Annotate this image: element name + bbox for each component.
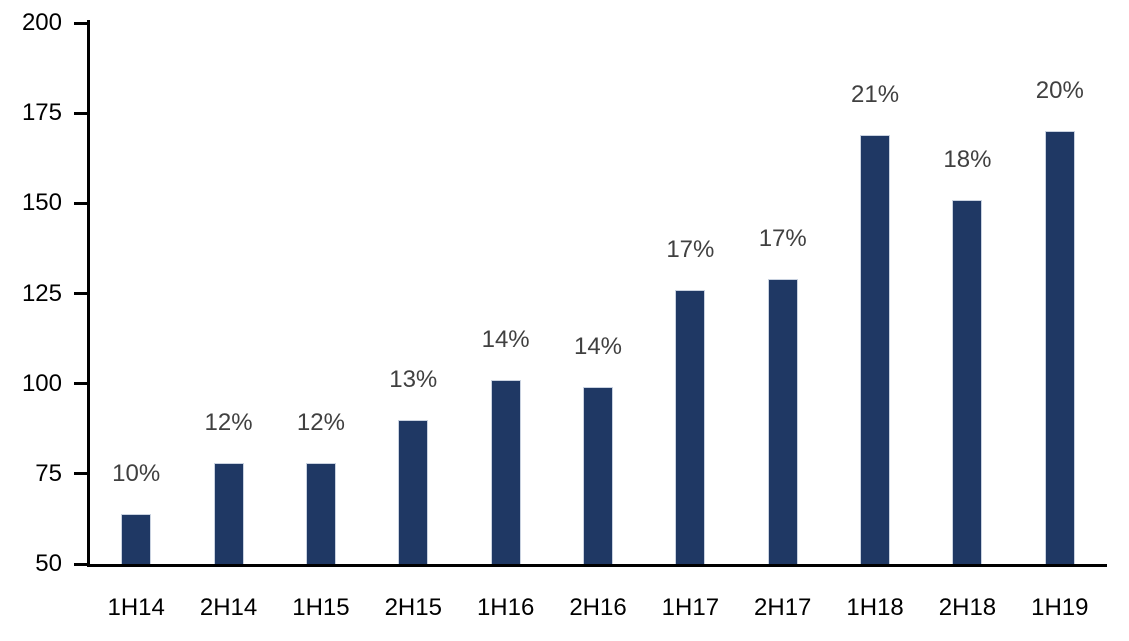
- y-tick-mark: [74, 382, 87, 386]
- x-tick-label: 1H14: [107, 594, 165, 621]
- x-tick-label: 2H15: [384, 594, 442, 621]
- y-tick-mark: [74, 472, 87, 476]
- bar-2H18: [952, 199, 983, 564]
- bar-2H14: [213, 463, 244, 564]
- bar-value-label: 12%: [204, 409, 253, 436]
- bar-1H18: [860, 134, 891, 564]
- x-tick-label: 1H16: [476, 594, 535, 621]
- y-tick-label: 175: [21, 99, 62, 127]
- bar-value-label: 14%: [573, 333, 623, 361]
- bar-value-label: 18%: [943, 145, 992, 173]
- x-tick-label: 2H18: [938, 594, 997, 621]
- bar-1H14: [121, 513, 152, 564]
- bar-2H15: [398, 419, 429, 564]
- bar-1H19: [1044, 131, 1075, 564]
- y-tick-label: 50: [35, 550, 62, 577]
- y-tick-mark: [74, 201, 87, 205]
- bar-1H17: [675, 289, 706, 564]
- y-tick-label: 150: [21, 189, 62, 217]
- bar-value-label: 21%: [851, 80, 900, 108]
- y-tick-mark: [74, 292, 87, 295]
- x-tick-label: 1H19: [1031, 594, 1089, 621]
- y-axis-line: [87, 20, 90, 567]
- bar-2H16: [583, 387, 613, 564]
- x-tick-label: 1H17: [661, 594, 720, 621]
- x-tick-label: 1H18: [846, 594, 904, 621]
- bar-value-label: 20%: [1035, 77, 1084, 105]
- y-tick-label: 75: [35, 459, 62, 487]
- x-axis-line: [87, 564, 1107, 567]
- y-tick-label: 100: [21, 369, 62, 397]
- x-tick-label: 2H16: [569, 594, 627, 621]
- bar-value-label: 13%: [389, 365, 438, 393]
- bar-2H17: [767, 279, 798, 564]
- bar-value-label: 10%: [112, 459, 161, 487]
- x-tick-label: 2H14: [199, 594, 258, 621]
- bar-1H16: [490, 380, 521, 564]
- bar-value-label: 12%: [296, 409, 345, 436]
- bar-value-label: 17%: [666, 235, 715, 263]
- bar-value-label: 17%: [758, 225, 807, 253]
- y-tick-label: 125: [21, 279, 62, 307]
- bar-value-label: 14%: [481, 326, 530, 354]
- y-tick-mark: [74, 562, 87, 566]
- y-tick-mark: [74, 111, 87, 115]
- y-tick-mark: [74, 21, 87, 25]
- bar-1H15: [305, 463, 336, 564]
- y-tick-label: 200: [21, 9, 62, 36]
- x-tick-label: 1H15: [292, 594, 350, 621]
- x-tick-label: 2H17: [754, 594, 812, 621]
